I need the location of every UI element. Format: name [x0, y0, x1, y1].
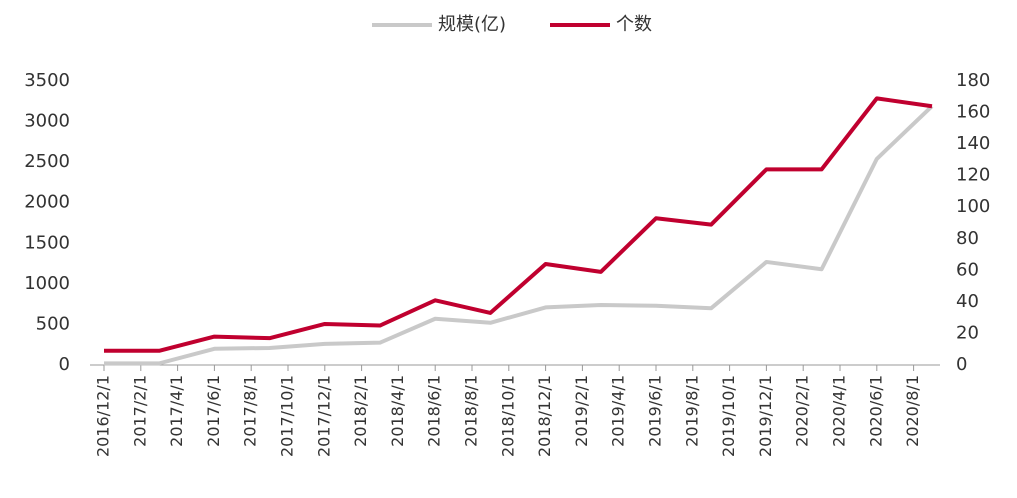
x-tick-label: 2019/10/1	[719, 375, 738, 457]
y2-tick-label: 140	[956, 133, 990, 154]
x-tick-label: 2019/4/1	[609, 375, 628, 447]
x-tick-label: 2018/8/1	[462, 375, 481, 447]
y-tick-label: 1000	[24, 273, 70, 294]
y-tick-label: 500	[36, 313, 70, 334]
x-tick-label: 2016/12/1	[94, 375, 113, 457]
y-tick-label: 3000	[24, 111, 70, 132]
x-tick-label: 2019/12/1	[756, 375, 775, 457]
x-tick-label: 2018/6/1	[425, 375, 444, 447]
x-tick-label: 2018/4/1	[388, 375, 407, 447]
y2-tick-label: 180	[956, 70, 990, 91]
x-tick-label: 2018/2/1	[351, 375, 370, 447]
y2-tick-label: 20	[956, 322, 979, 343]
legend-label: 个数	[616, 14, 652, 35]
y2-tick-label: 60	[956, 259, 979, 280]
x-tick-label: 2019/6/1	[646, 375, 665, 447]
x-tick-label: 2017/12/1	[314, 375, 333, 457]
y-tick-label: 1500	[24, 232, 70, 253]
y-tick-label: 2500	[24, 151, 70, 172]
x-tick-label: 2020/4/1	[830, 375, 849, 447]
y2-tick-label: 120	[956, 165, 990, 186]
x-tick-label: 2017/10/1	[278, 375, 297, 457]
x-tick-label: 2020/8/1	[903, 375, 922, 447]
y2-tick-label: 160	[956, 102, 990, 123]
x-tick-label: 2019/2/1	[572, 375, 591, 447]
x-tick-label: 2019/8/1	[682, 375, 701, 447]
x-tick-label: 2017/4/1	[167, 375, 186, 447]
x-tick-label: 2017/2/1	[130, 375, 149, 447]
y2-tick-label: 40	[956, 291, 979, 312]
y-tick-label: 2000	[24, 192, 70, 213]
series-line	[104, 104, 934, 366]
y-tick-label: 3500	[24, 70, 70, 91]
x-tick-label: 2018/12/1	[535, 375, 554, 457]
x-tick-label: 2020/6/1	[866, 375, 885, 447]
y2-tick-label: 0	[956, 354, 967, 375]
y2-tick-label: 100	[956, 196, 990, 217]
legend-label: 规模(亿)	[438, 14, 506, 35]
x-tick-label: 2017/6/1	[204, 375, 223, 447]
x-tick-label: 2020/2/1	[793, 375, 812, 447]
series-line	[104, 96, 933, 353]
x-tick-label: 2018/10/1	[498, 375, 517, 457]
y2-tick-label: 80	[956, 228, 979, 249]
y-tick-label: 0	[59, 354, 70, 375]
x-tick-label: 2017/8/1	[241, 375, 260, 447]
